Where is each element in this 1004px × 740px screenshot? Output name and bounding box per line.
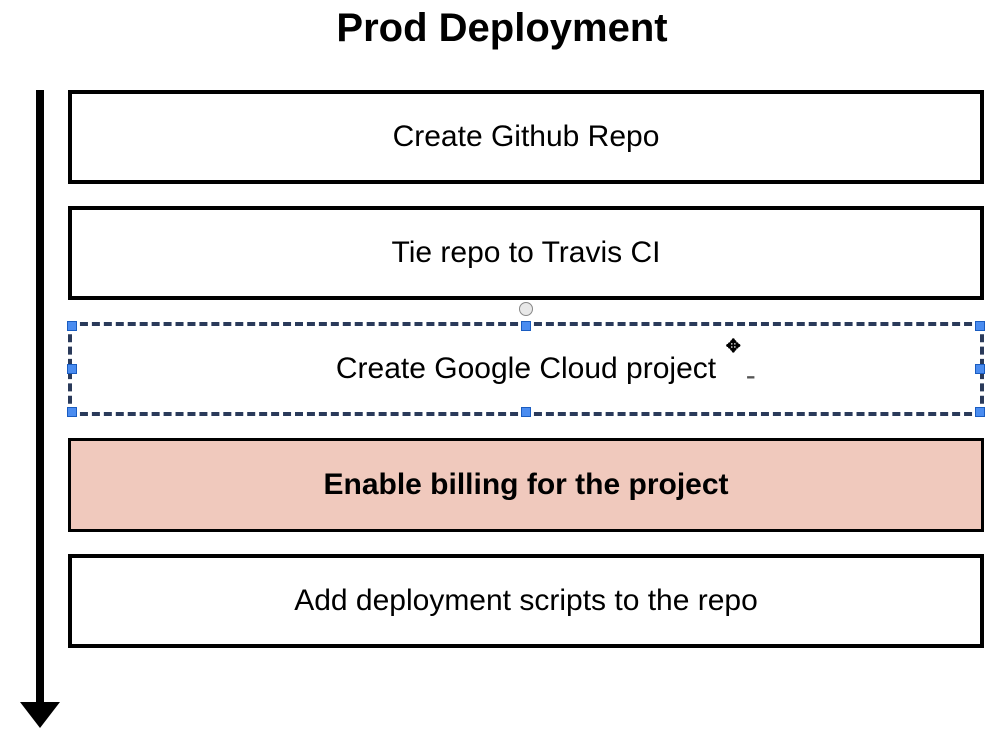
step-box-0: Create Github Repo xyxy=(68,90,984,184)
step-label: Create Github Repo xyxy=(393,120,660,154)
text-cursor-dash: - xyxy=(746,359,756,393)
step-box-1: Tie repo to Travis CI xyxy=(68,206,984,300)
move-cursor-icon: ✥ xyxy=(726,336,741,357)
selection-handle-bm[interactable] xyxy=(521,407,531,417)
selection-handle-br[interactable] xyxy=(975,407,985,417)
step-box-3: Enable billing for the project xyxy=(68,438,984,532)
selection-handle-bl[interactable] xyxy=(67,407,77,417)
step-label: Add deployment scripts to the repo xyxy=(294,584,758,618)
selection-handle-tl[interactable] xyxy=(67,321,77,331)
selection-handle-ml[interactable] xyxy=(67,364,77,374)
selection-handle-mr[interactable] xyxy=(975,364,985,374)
steps-container: Create Github Repo Tie repo to Travis CI C… xyxy=(68,90,984,670)
flow-arrow xyxy=(20,90,60,730)
step-label: Enable billing for the project xyxy=(323,468,728,502)
arrow-line xyxy=(36,90,44,702)
rotate-handle-icon[interactable] xyxy=(519,302,533,316)
selection-handle-tr[interactable] xyxy=(975,321,985,331)
selection-handle-tm[interactable] xyxy=(521,321,531,331)
arrow-head-icon xyxy=(20,702,60,728)
step-box-2[interactable]: Create Google Cloud project ✥ - xyxy=(68,322,984,416)
diagram-title: Prod Deployment xyxy=(0,6,1004,51)
step-label: Create Google Cloud project xyxy=(336,352,716,386)
step-box-4: Add deployment scripts to the repo xyxy=(68,554,984,648)
step-label: Tie repo to Travis CI xyxy=(392,236,661,270)
